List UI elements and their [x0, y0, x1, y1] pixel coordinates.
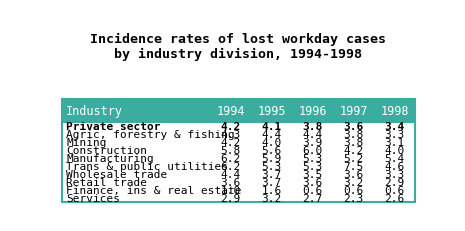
- Text: 3.1: 3.1: [384, 138, 405, 148]
- Text: 4.6: 4.6: [384, 161, 405, 171]
- Text: 5.6: 5.6: [261, 146, 282, 155]
- Bar: [62, 100, 415, 123]
- Text: 3.5: 3.5: [302, 169, 323, 179]
- Text: 3.3: 3.3: [384, 169, 405, 179]
- Text: 7.5: 7.5: [343, 161, 364, 171]
- Text: 1.0: 1.0: [220, 185, 241, 195]
- Text: 4.2: 4.2: [343, 146, 364, 155]
- Text: 5.2: 5.2: [343, 154, 364, 164]
- Text: Trans & public utilities: Trans & public utilities: [66, 161, 228, 171]
- Text: 2.6: 2.6: [384, 193, 405, 203]
- Text: 1997: 1997: [339, 105, 368, 118]
- Text: 2.7: 2.7: [302, 193, 323, 203]
- Text: Incidence rates of lost workday cases
by industry division, 1994-1998: Incidence rates of lost workday cases by…: [90, 33, 386, 61]
- Text: 4.1: 4.1: [261, 122, 282, 132]
- Text: 3.8: 3.8: [343, 138, 364, 148]
- Text: 3.3: 3.3: [384, 130, 405, 140]
- Text: 4.3: 4.3: [220, 130, 241, 140]
- Text: 5.9: 5.9: [261, 154, 282, 164]
- Text: 4.2: 4.2: [220, 122, 241, 132]
- Text: Services: Services: [66, 193, 120, 203]
- Text: Agric, forestry & fishing: Agric, forestry & fishing: [66, 130, 235, 140]
- Text: 0.6: 0.6: [384, 185, 405, 195]
- Text: Manufacturing: Manufacturing: [66, 154, 154, 164]
- Text: 4.4: 4.4: [302, 130, 323, 140]
- Text: 1995: 1995: [257, 105, 286, 118]
- Text: 3.6: 3.6: [302, 177, 323, 187]
- Text: 5.3: 5.3: [302, 154, 323, 164]
- Text: 6.2: 6.2: [220, 154, 241, 164]
- Text: 1994: 1994: [216, 105, 245, 118]
- Text: 0.6: 0.6: [343, 185, 364, 195]
- Text: 3.7: 3.7: [261, 169, 282, 179]
- Text: 3.6: 3.6: [343, 122, 364, 132]
- Text: 4.4: 4.4: [261, 130, 282, 140]
- Text: Industry: Industry: [66, 105, 123, 118]
- Text: 2.9: 2.9: [220, 193, 241, 203]
- Text: 4.0: 4.0: [261, 138, 282, 148]
- Text: 3.8: 3.8: [302, 122, 323, 132]
- Text: 3.6: 3.6: [220, 177, 241, 187]
- Text: 1996: 1996: [298, 105, 327, 118]
- Text: 3.2: 3.2: [261, 193, 282, 203]
- Text: 5.3: 5.3: [261, 161, 282, 171]
- Text: 4.0: 4.0: [384, 146, 405, 155]
- Text: 3.7: 3.7: [261, 177, 282, 187]
- Text: Retail trade: Retail trade: [66, 177, 147, 187]
- Text: Construction: Construction: [66, 146, 147, 155]
- Text: Finance, ins & real estate: Finance, ins & real estate: [66, 185, 241, 195]
- Text: 6.0: 6.0: [302, 146, 323, 155]
- Text: 6.2: 6.2: [220, 161, 241, 171]
- Text: 3.9: 3.9: [302, 138, 323, 148]
- Text: 3.4: 3.4: [384, 122, 405, 132]
- Text: 4.2: 4.2: [220, 138, 241, 148]
- Text: 3.6: 3.6: [343, 169, 364, 179]
- Text: 2.9: 2.9: [384, 177, 405, 187]
- Text: 3.8: 3.8: [343, 130, 364, 140]
- Text: 5.4: 5.4: [384, 154, 405, 164]
- Text: 5.8: 5.8: [220, 146, 241, 155]
- Text: 2.3: 2.3: [343, 193, 364, 203]
- Text: 4.4: 4.4: [220, 169, 241, 179]
- Text: 1.6: 1.6: [261, 185, 282, 195]
- Text: 5.3: 5.3: [302, 161, 323, 171]
- Text: Mining: Mining: [66, 138, 106, 148]
- Text: Private sector: Private sector: [66, 122, 160, 132]
- Text: 0.6: 0.6: [302, 185, 323, 195]
- Text: 1998: 1998: [380, 105, 409, 118]
- Text: 3.2: 3.2: [343, 177, 364, 187]
- Bar: [62, 100, 415, 202]
- Text: Wholesale trade: Wholesale trade: [66, 169, 167, 179]
